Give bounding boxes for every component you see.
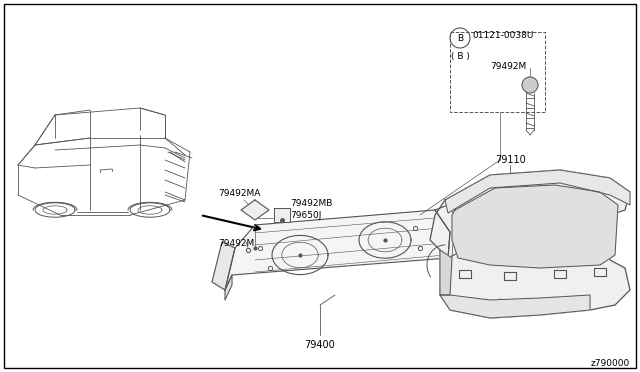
Text: B: B <box>457 33 463 42</box>
Polygon shape <box>452 185 618 268</box>
Polygon shape <box>241 200 269 220</box>
Polygon shape <box>440 250 452 295</box>
Text: ( B ): ( B ) <box>451 52 469 61</box>
Polygon shape <box>435 205 462 258</box>
Text: 01121-0038U: 01121-0038U <box>472 31 533 39</box>
Text: 79110: 79110 <box>495 155 525 165</box>
Text: z790000: z790000 <box>591 359 630 368</box>
Circle shape <box>522 77 538 93</box>
Polygon shape <box>440 295 590 318</box>
Text: 79492MB: 79492MB <box>290 199 332 208</box>
Bar <box>450 32 545 112</box>
Text: 79492M: 79492M <box>490 62 526 71</box>
Polygon shape <box>430 170 630 318</box>
Text: 79650J: 79650J <box>290 211 321 220</box>
Text: 79492MA: 79492MA <box>218 189 260 198</box>
Polygon shape <box>274 208 290 222</box>
Text: 79492M: 79492M <box>218 239 254 248</box>
Polygon shape <box>225 275 232 300</box>
Polygon shape <box>225 210 450 290</box>
Text: 79400: 79400 <box>305 340 335 350</box>
Polygon shape <box>212 242 235 290</box>
Polygon shape <box>445 170 630 213</box>
